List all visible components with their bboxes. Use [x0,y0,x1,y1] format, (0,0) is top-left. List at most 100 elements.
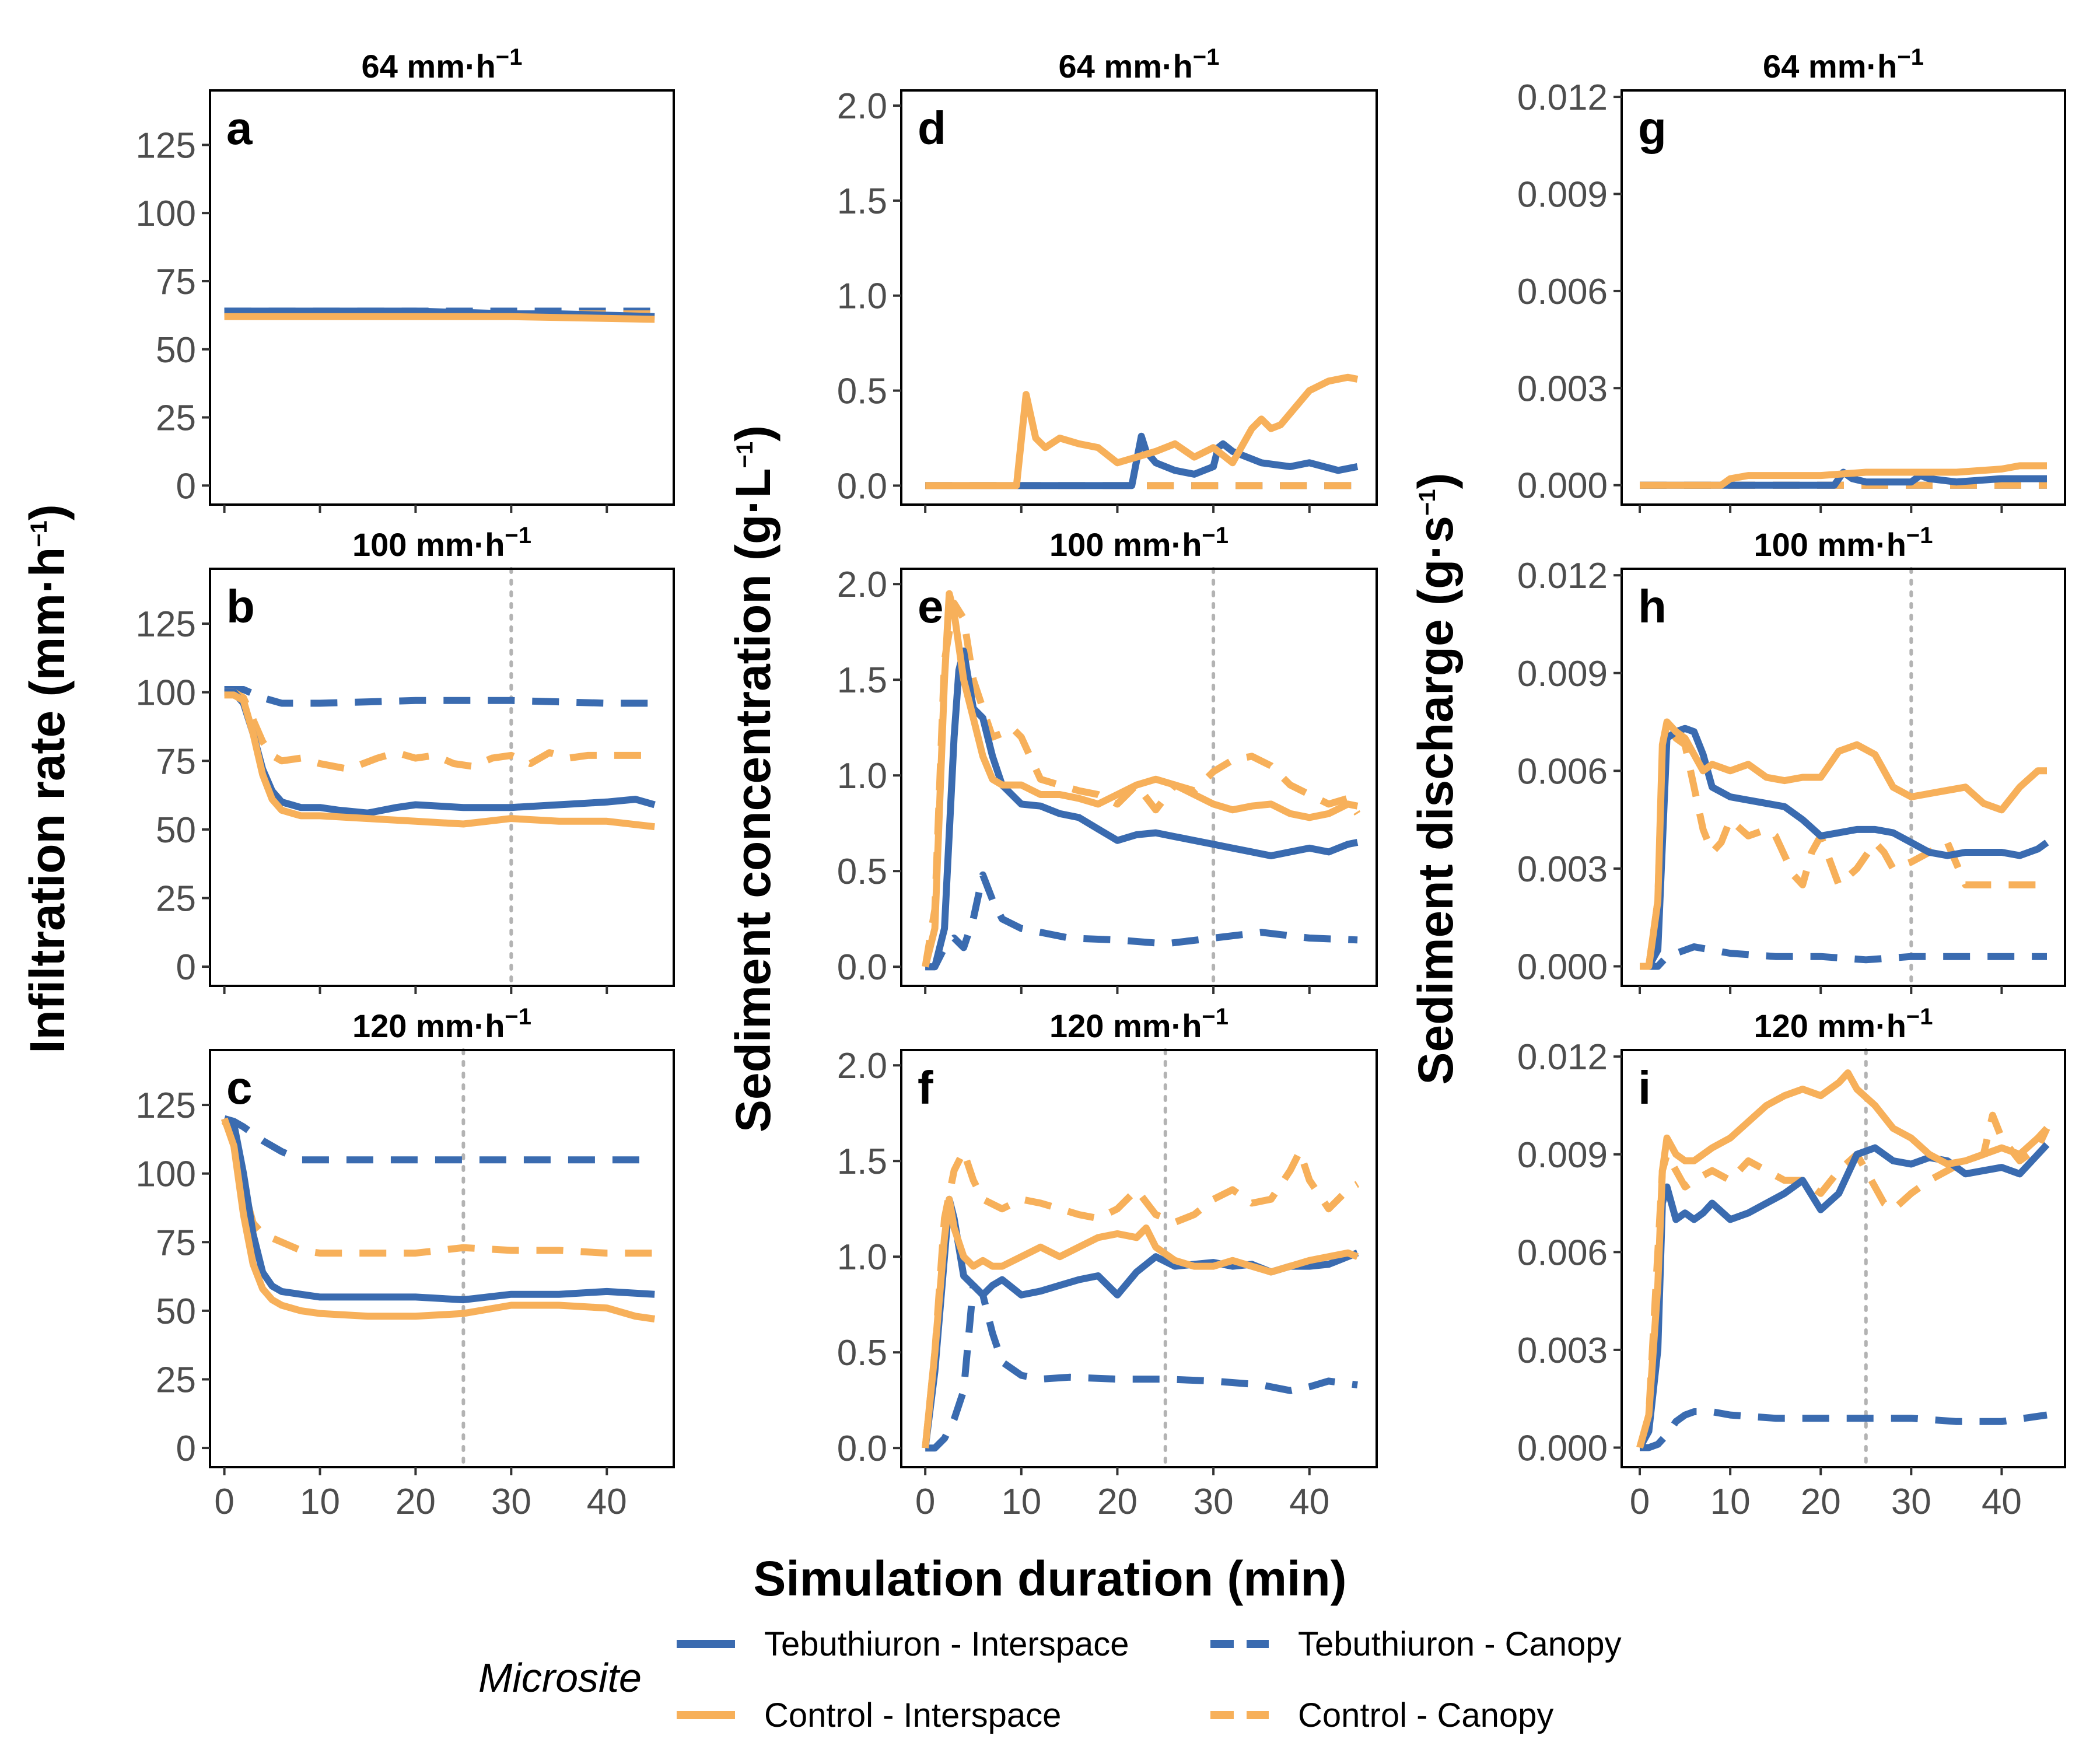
strip-title-main: 100 mm·h [1754,526,1906,563]
series-group [224,686,656,831]
series-group [922,1147,1360,1452]
panel-d: 64 mm·h−1 d 0.0 0.5 1.0 1.5 2.0 [837,44,1378,513]
x-tick-label: 20 [396,1482,436,1522]
strip-title-exponent: −1 [505,523,531,548]
series-group [922,590,1361,971]
strip-title-exponent: −1 [1202,1004,1228,1030]
panel-border [209,89,675,506]
y-tick-label: 2.0 [837,86,887,127]
y-tick-label: 0.5 [837,372,887,412]
x-tick-label: 20 [1801,1482,1841,1522]
y-tick-label: 0.003 [1517,1331,1608,1371]
strip-title-exponent: −1 [496,44,523,70]
panel-letter: i [1638,1062,1651,1114]
strip-title: 64 mm·h−1 [1059,44,1220,85]
series-line-tebuthiuron-canopy [223,1115,655,1164]
series-line-control-interspace [922,590,1359,968]
panel-letter: b [226,580,255,632]
y-tick-label: 0 [176,466,196,506]
series-group [224,307,655,323]
series-line-control-interspace [1640,462,2047,489]
panel-border [1620,89,2066,506]
legend: Microsite Tebuthiuron - Interspace Tebuth… [478,1625,1622,1734]
series-line-control-interspace [1640,718,2047,970]
strip-title: 100 mm·h−1 [1754,523,1933,563]
strip-title-main: 120 mm·h [1049,1007,1202,1044]
strip-title: 120 mm·h−1 [1754,1004,1933,1044]
series-line-control-interspace [220,1117,656,1322]
panel-border [209,1049,675,1468]
series-line-tebuthiuron-interspace [1640,468,2047,489]
y-tick-label: 0.006 [1517,1233,1608,1273]
x-axis-title: Simulation duration (min) [753,1551,1346,1606]
panel-c: 120 mm·h−1 c 0 25 50 75 100 125 0 10 20 30 40 [136,1004,675,1522]
y-axis-title-close: ) [1408,473,1463,489]
panel-border [1620,568,2066,987]
series-group [220,1115,656,1322]
strip-title-exponent: −1 [505,1004,531,1030]
series-line-control-canopy [922,1147,1360,1448]
y-tick-label: 0.006 [1517,272,1608,312]
y-tick-label: 125 [136,604,196,645]
series-line-control-canopy [922,600,1361,968]
panel-letter: g [1638,102,1667,154]
legend-label: Tebuthiuron - Interspace [764,1625,1129,1663]
series-line-control-canopy [1640,718,2049,970]
y-tick-label: 2.0 [837,565,887,605]
y-axis-title-close: ) [20,504,75,520]
strip-title-main: 120 mm·h [1754,1007,1906,1044]
series-line-tebuthiuron-canopy [925,1282,1358,1452]
y-tick-label: 25 [156,879,196,919]
legend-label: Control - Interspace [764,1696,1061,1734]
y-tick-label: 0.000 [1517,1428,1608,1468]
series-line-control-canopy [1636,1111,2050,1449]
y-tick-label: 50 [156,1292,196,1332]
strip-title-main: 64 mm·h [1763,48,1897,85]
x-tick-label: 20 [1097,1482,1138,1522]
y-tick-label: 25 [156,398,196,439]
y-tick-label: 75 [156,741,196,782]
strip-title-main: 100 mm·h [1049,526,1202,563]
y-tick-label: 100 [136,194,196,234]
series-line-tebuthiuron-interspace [1640,725,2049,970]
strip-title: 64 mm·h−1 [362,44,523,85]
series-line-control-interspace [1636,1069,2050,1449]
y-axis-title-text: Sediment concentration (g·L [726,468,780,1132]
y-tick-label: 100 [136,673,196,713]
y-axis-title-1: Infiltration rate (mm·h−1) [20,504,75,1054]
series-line-control-interspace [925,373,1359,489]
strip-title-exponent: −1 [1202,523,1228,548]
x-tick-label: 30 [491,1482,531,1522]
series-group [925,373,1359,489]
series-line-tebuthiuron-interspace [925,432,1359,489]
x-tick-label: 30 [1194,1482,1234,1522]
panel-letter: e [918,580,944,632]
strip-title: 100 mm·h−1 [1049,523,1228,563]
panel-letter: c [226,1062,253,1114]
y-axis-title-exponent: −1 [732,442,758,468]
strip-title: 120 mm·h−1 [1049,1004,1228,1044]
panel-border [900,89,1378,506]
panel-a: 64 mm·h−1 a 0 25 50 75 100 125 [136,44,675,513]
strip-title: 100 mm·h−1 [352,523,531,563]
strip-title-exponent: −1 [1193,44,1220,70]
panel-border [209,568,675,987]
x-tick-label: 0 [915,1482,935,1522]
y-tick-label: 0.000 [1517,947,1608,987]
series-line-control-interspace [224,691,655,831]
y-axis-title-text: Sediment discharge (g·s [1408,516,1463,1085]
y-tick-label: 0.0 [837,1429,887,1469]
strip-title-exponent: −1 [1897,44,1924,70]
y-tick-label: 50 [156,330,196,370]
y-tick-label: 0.000 [1517,466,1608,506]
series-line-control-interspace [224,313,655,323]
y-tick-label: 0.009 [1517,654,1608,694]
y-tick-label: 1.5 [837,181,887,222]
strip-title-main: 64 mm·h [362,48,496,85]
y-tick-label: 0 [176,947,196,988]
y-tick-label: 0.0 [837,947,887,988]
legend-entries: Tebuthiuron - Interspace Tebuthiuron - Ca… [677,1625,1622,1734]
panel-b: 100 mm·h−1 b 0 25 50 75 100 125 [136,523,675,994]
y-tick-label: 0 [176,1429,196,1469]
